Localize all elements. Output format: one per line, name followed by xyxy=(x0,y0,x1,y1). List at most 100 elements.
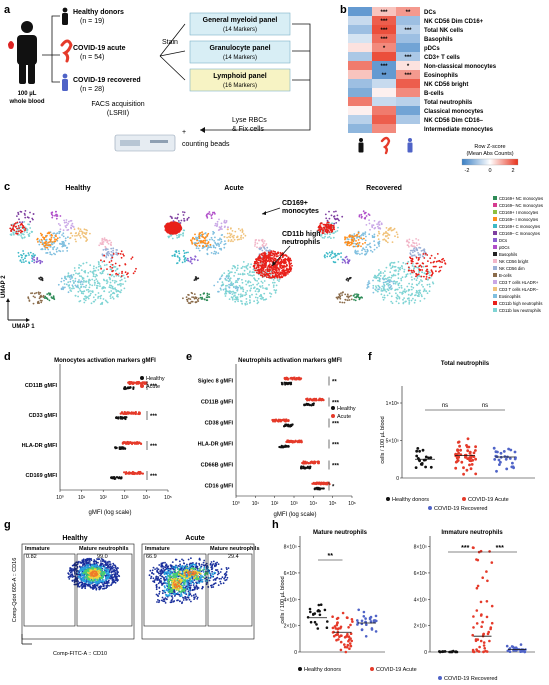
neutrophil-dot xyxy=(472,451,476,455)
umap-point xyxy=(38,239,41,242)
umap-point xyxy=(186,257,189,260)
umap-point xyxy=(433,265,436,268)
acute-dot xyxy=(318,481,321,485)
umap-point xyxy=(391,241,394,244)
umap-point xyxy=(354,234,356,237)
heatmap-cell xyxy=(348,16,372,25)
umap-point xyxy=(384,277,387,280)
umap-point xyxy=(75,272,77,275)
acute-dot xyxy=(120,411,124,414)
heatmap-cell xyxy=(372,61,396,70)
umap-point xyxy=(361,243,364,245)
umap-point xyxy=(63,279,65,282)
umap-point xyxy=(26,231,28,234)
umap-point xyxy=(115,280,118,283)
umap-point xyxy=(81,283,84,286)
umap-point xyxy=(272,279,275,281)
umap-point xyxy=(99,285,101,287)
umap-point xyxy=(25,260,27,262)
umap-point xyxy=(364,241,366,244)
umap-point xyxy=(17,225,20,227)
umap-point xyxy=(46,293,49,295)
umap-point xyxy=(278,278,281,281)
umap-point xyxy=(83,279,85,282)
umap-point xyxy=(178,250,180,253)
umap-point xyxy=(272,250,275,253)
umap-point xyxy=(236,264,239,267)
umap-point xyxy=(244,303,247,306)
umap-point xyxy=(76,284,79,287)
umap-point xyxy=(281,272,284,275)
umap-point xyxy=(259,256,262,259)
umap-point xyxy=(74,238,77,241)
umap-point xyxy=(99,265,102,267)
neutrophil-dot xyxy=(415,454,419,458)
umap-point xyxy=(221,228,223,231)
umap-point xyxy=(273,281,276,284)
umap-point xyxy=(56,247,59,249)
umap-point xyxy=(103,254,106,257)
umap-point xyxy=(268,265,271,267)
umap-point xyxy=(112,253,115,255)
umap-point xyxy=(50,253,53,256)
umap-point xyxy=(353,298,355,301)
umap-point xyxy=(284,254,287,257)
umap-point xyxy=(333,253,336,256)
umap-point xyxy=(174,230,177,233)
umap-point xyxy=(67,272,70,275)
umap-point xyxy=(114,262,117,265)
panel-g-title-healthy: Healthy xyxy=(62,535,87,542)
umap-point xyxy=(35,292,38,294)
umap-point xyxy=(254,296,257,299)
umap-point xyxy=(401,291,404,294)
umap-point xyxy=(330,257,333,259)
umap-point xyxy=(411,283,414,286)
umap-point xyxy=(49,251,51,254)
umap-point xyxy=(71,222,74,225)
umap-legend-swatch xyxy=(493,196,497,200)
umap-point xyxy=(33,292,36,295)
umap-point xyxy=(380,288,383,290)
umap-point xyxy=(53,298,56,301)
umap-point xyxy=(322,232,325,234)
umap-point xyxy=(217,290,220,293)
sig-stars: *** xyxy=(332,464,340,470)
density-point xyxy=(111,570,113,573)
umap-point xyxy=(396,288,399,291)
umap-point xyxy=(335,218,338,221)
umap-point xyxy=(250,284,253,287)
umap-point xyxy=(85,280,88,283)
umap-point xyxy=(348,295,351,298)
umap-point xyxy=(20,211,23,213)
plus-label: + xyxy=(182,129,186,136)
umap-point xyxy=(337,226,339,229)
umap-point xyxy=(287,270,289,273)
umap-point xyxy=(72,273,75,276)
umap-point xyxy=(414,299,417,302)
umap-point xyxy=(179,228,181,231)
umap-point xyxy=(53,246,56,248)
healthy-dot xyxy=(123,417,126,420)
umap-point xyxy=(326,253,329,255)
umap-point xyxy=(99,242,102,245)
umap-legend-swatch xyxy=(493,280,497,284)
umap-point xyxy=(415,283,418,286)
umap-point xyxy=(218,226,221,229)
umap-point xyxy=(236,236,239,238)
umap-point xyxy=(260,247,263,249)
umap-point xyxy=(406,240,409,243)
umap-point xyxy=(341,261,344,264)
umap-point xyxy=(229,279,231,282)
umap-point xyxy=(85,261,88,264)
umap-point xyxy=(440,266,443,268)
umap-point xyxy=(22,250,24,252)
umap-point xyxy=(224,242,227,245)
umap-point xyxy=(69,278,72,280)
umap-point xyxy=(402,302,405,305)
umap-point xyxy=(385,283,388,286)
density-point xyxy=(93,559,96,561)
umap-point xyxy=(64,277,67,279)
umap-point xyxy=(263,240,266,242)
umap-point xyxy=(410,285,413,288)
umap-point xyxy=(415,242,418,245)
